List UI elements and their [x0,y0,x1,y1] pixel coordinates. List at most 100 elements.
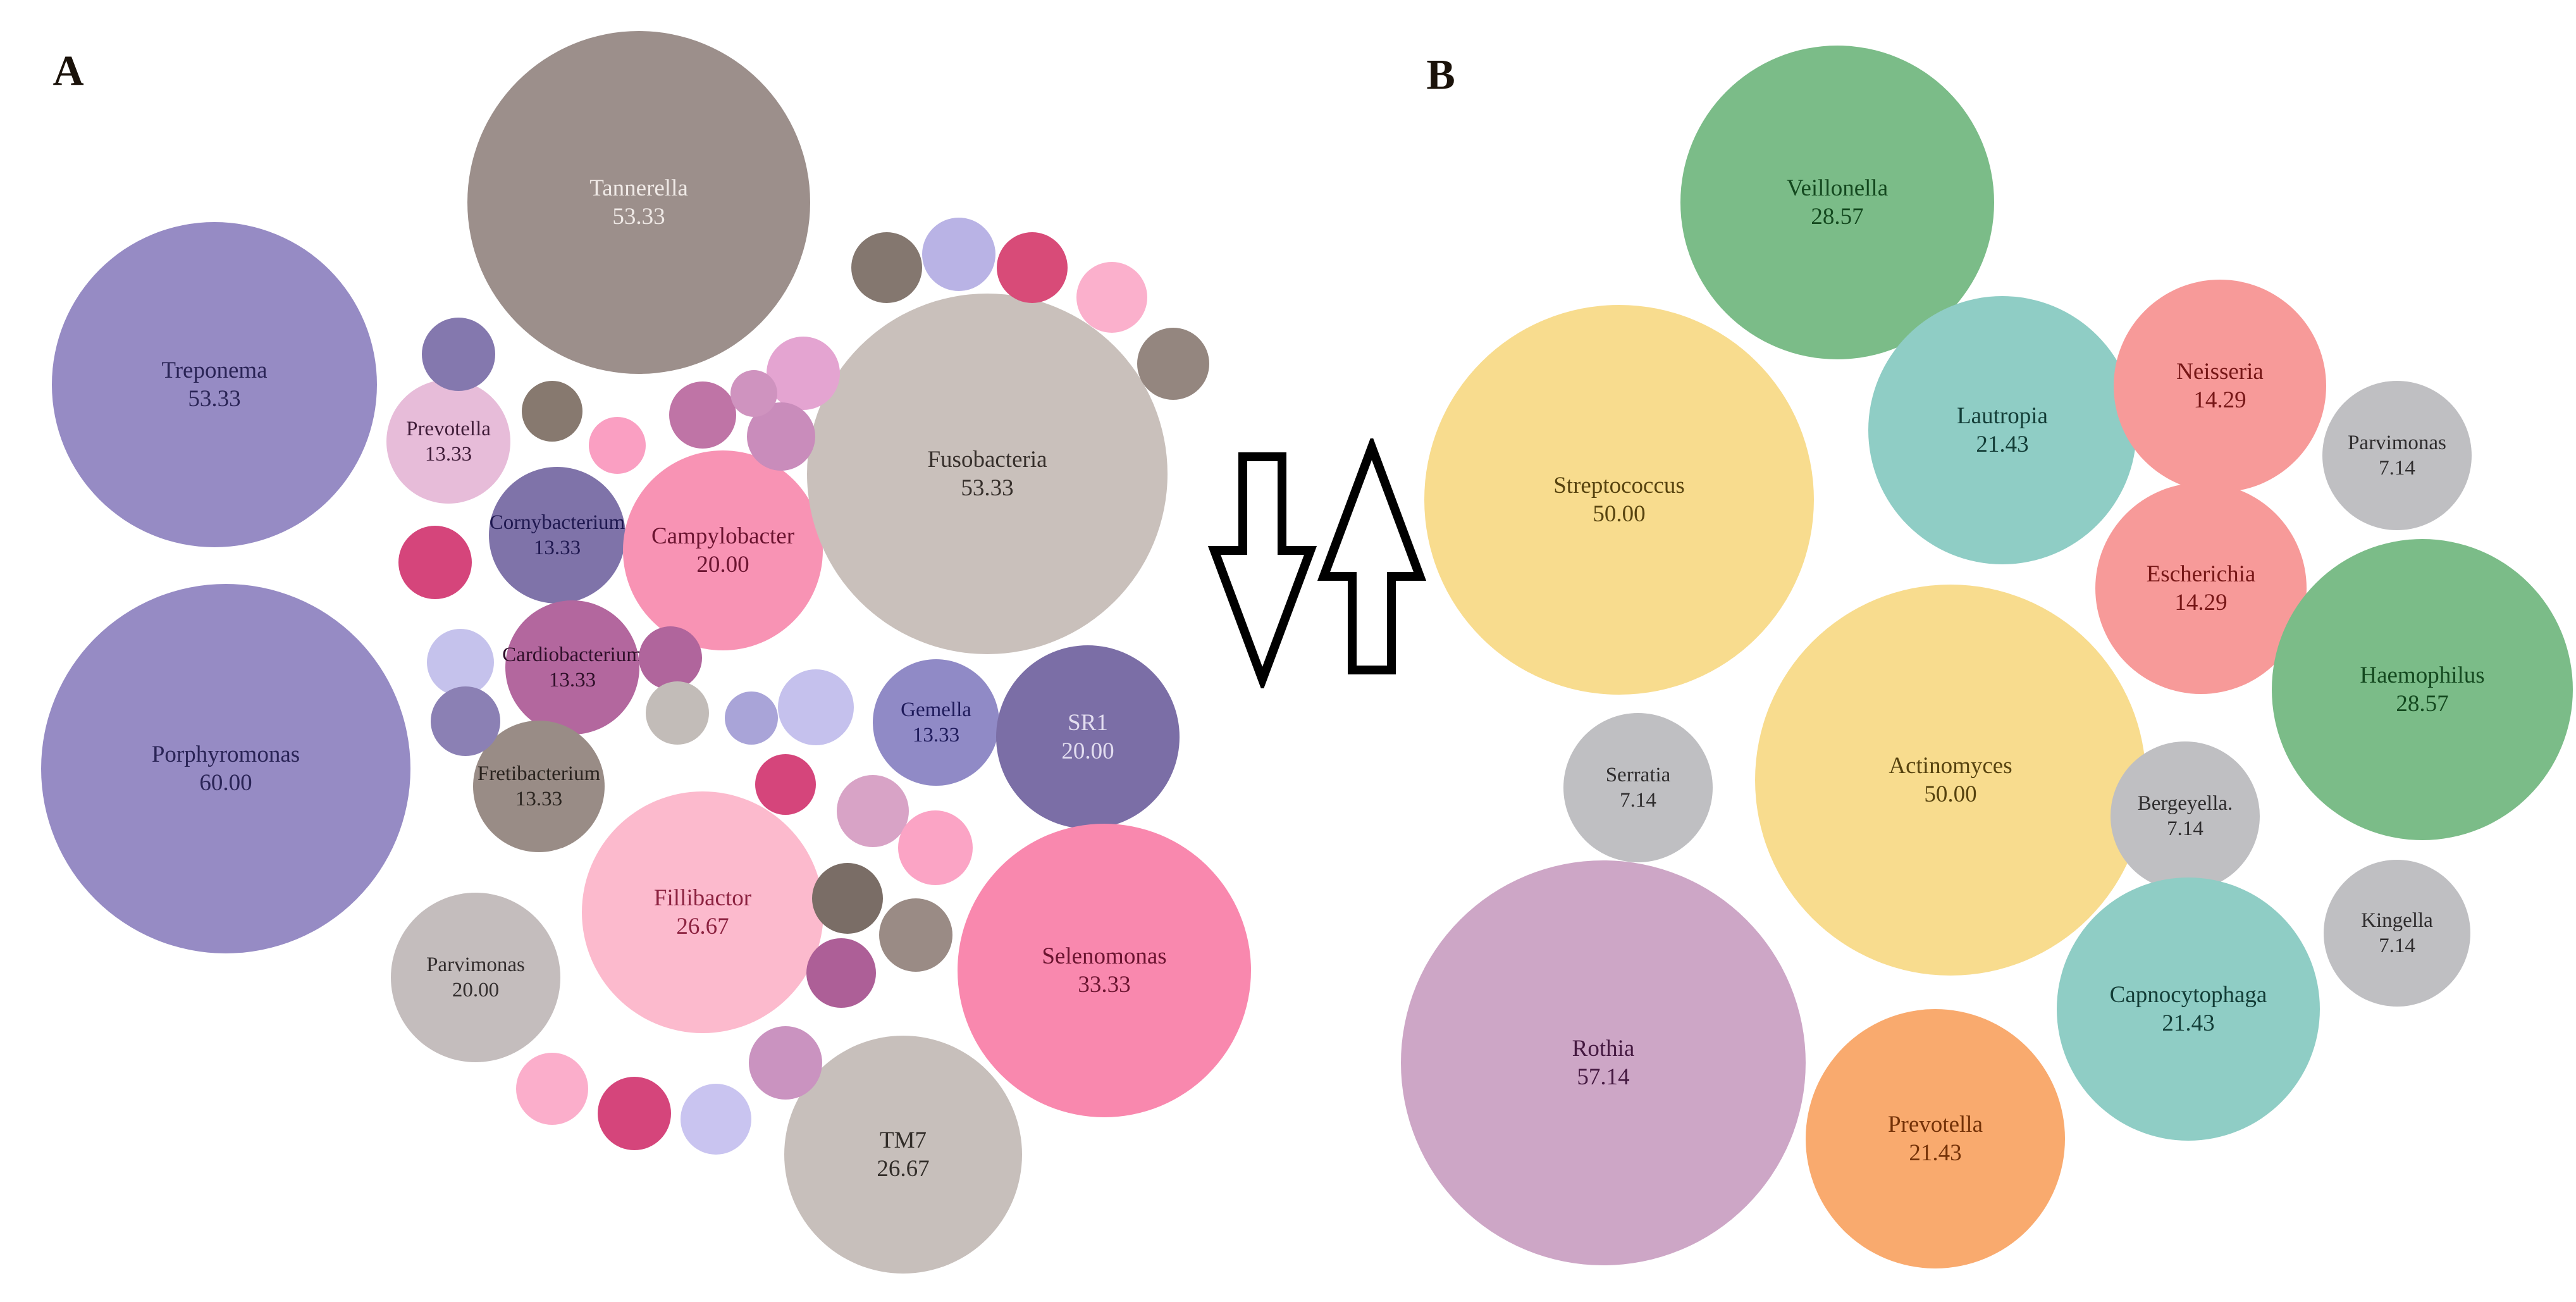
bubble-value: 21.43 [1976,431,2029,457]
bubble-a-campylobacter: Campylobacter 20.00 [623,450,823,650]
bubble-genus-name: Parvimonas [2348,431,2446,454]
bubble-b-streptococcus: Streptococcus 50.00 [1424,305,1814,695]
bubble-value: 13.33 [515,788,563,810]
bubble-value: 50.00 [1924,781,1977,807]
bubble-genus-name: Kingella [2361,908,2433,932]
bubble-value: 21.43 [1909,1140,1962,1166]
bubble-genus-name: Parvimonas [426,953,525,976]
decor-bubble-a-10 [669,381,736,449]
bubble-a-porphyromonas: Porphyromonas 60.00 [41,584,410,953]
bubble-a-fretibacterium: Fretibacterium 13.33 [473,721,605,852]
bubble-a-fusobacteria: Fusobacteria 53.33 [807,294,1168,654]
bubble-value: 20.00 [1061,738,1114,764]
bubble-genus-name: Capnocytophaga [2109,981,2267,1008]
bubble-b-escherichia: Escherichia 14.29 [2095,483,2307,694]
decor-bubble-a-16 [646,681,709,745]
bubble-genus-name: TM7 [880,1127,927,1153]
bubble-genus-name: Prevotella [1887,1111,1983,1138]
decor-bubble-a-12 [398,526,472,599]
bubble-genus-name: Campylobacter [651,523,795,549]
bubble-a-prevotella: Prevotella 13.33 [386,380,510,504]
bubble-genus-name: Tannerella [589,175,688,201]
bubble-value: 7.14 [2379,934,2415,957]
bubble-genus-name: Cornybacterium [489,511,626,534]
bubble-a-gemella: Gemella 13.33 [873,659,999,786]
bubble-b-parvimonas: Parvimonas 7.14 [2322,381,2472,530]
decor-bubble-a-11 [730,370,777,417]
bubble-value: 7.14 [1620,789,1656,812]
bubble-genus-name: Veillonella [1786,175,1889,201]
bubble-value: 28.57 [1811,204,1864,230]
decor-bubble-a-19 [755,754,816,815]
bubble-genus-name: Cardiobacterium [502,643,643,666]
decor-bubble-a-4 [1137,328,1209,400]
decor-bubble-a-24 [806,938,876,1008]
bubble-b-lautropia: Lautropia 21.43 [1868,296,2136,564]
bubble-genus-name: SR1 [1068,709,1108,736]
bubble-a-parvimonas: Parvimonas 20.00 [391,893,560,1062]
bubble-genus-name: Lautropia [1957,402,2048,429]
bubble-genus-name: Treponema [161,357,268,383]
bubble-value: 33.33 [1078,972,1131,998]
bubble-a-tannerella: Tannerella 53.33 [467,31,810,374]
bubble-a-selenomonas: Selenomonas 33.33 [958,824,1251,1117]
decor-bubble-a-5 [767,337,840,410]
decor-bubble-a-27 [598,1077,671,1150]
decor-bubble-a-1 [922,218,995,291]
decor-bubble-a-2 [997,232,1068,303]
bubble-genus-name: Prevotella [406,417,491,440]
bubble-value: 53.33 [961,475,1014,501]
bubble-value: 20.00 [696,552,749,578]
bubble-value: 13.33 [912,724,960,747]
decor-bubble-a-9 [589,417,646,474]
bubble-genus-name: Fusobacteria [927,446,1047,473]
bubble-value: 13.33 [424,443,472,466]
bubble-value: 14.29 [2193,387,2246,413]
bubble-a-tm7: TM7 26.67 [784,1036,1022,1274]
bubble-genus-name: Serratia [1605,763,1671,786]
bubble-b-rothia: Rothia 57.14 [1401,860,1806,1265]
bubble-value: 60.00 [199,770,252,796]
decor-bubble-a-26 [516,1053,588,1125]
bubble-a-cardiobacterium: Cardiobacterium 13.33 [502,600,643,735]
bubble-genus-name: Neisseria [2176,358,2264,385]
bubble-genus-name: Fillibactor [653,884,752,911]
bubble-b-neisseria: Neisseria 14.29 [2114,280,2326,492]
bubble-value: 53.33 [612,204,665,230]
bubble-genus-name: Haemophilus [2360,662,2485,688]
bubble-value: 14.29 [2174,590,2228,616]
bubble-b-serratia: Serratia 7.14 [1563,713,1713,862]
bubble-b-bergeyella: Bergeyella. 7.14 [2111,741,2260,891]
decor-bubble-a-21 [898,810,973,885]
decor-bubble-a-14 [431,686,500,756]
bubble-value: 28.57 [2396,691,2449,717]
decor-bubble-a-8 [522,381,582,442]
down-arrow-icon [1207,452,1317,688]
decor-bubble-a-15 [639,626,702,690]
bubble-value: 26.67 [877,1156,930,1182]
panel-b-label: B [1426,50,1455,99]
decor-bubble-a-0 [851,232,922,303]
up-arrow-icon [1317,438,1427,674]
bubble-genus-name: Gemella [901,698,971,721]
bubble-b-haemophilus: Haemophilus 28.57 [2272,539,2573,840]
bubble-value: 7.14 [2167,817,2203,840]
bubble-a-cornybacterium: Cornybacterium 13.33 [489,467,626,604]
decor-bubble-a-25 [749,1026,822,1100]
bubble-b-capnocytophaga: Capnocytophaga 21.43 [2057,877,2320,1141]
bubble-a-treponema: Treponema 53.33 [52,222,377,547]
bubble-b-prevotella: Prevotella 21.43 [1806,1009,2065,1268]
bubble-genus-name: Streptococcus [1553,472,1685,499]
decor-bubble-a-17 [725,691,778,745]
decor-bubble-a-3 [1076,262,1147,333]
bubble-genus-name: Escherichia [2146,561,2256,587]
bubble-value: 13.33 [533,536,581,559]
decor-bubble-a-20 [837,775,909,847]
panel-a-label: A [52,46,84,95]
bubble-genus-name: Actinomyces [1889,752,2012,779]
bubble-genus-name: Selenomonas [1042,943,1167,969]
bubble-value: 57.14 [1577,1064,1630,1090]
bubble-value: 20.00 [452,979,500,1001]
bubble-value: 13.33 [548,669,596,691]
bubble-value: 26.67 [676,914,729,939]
